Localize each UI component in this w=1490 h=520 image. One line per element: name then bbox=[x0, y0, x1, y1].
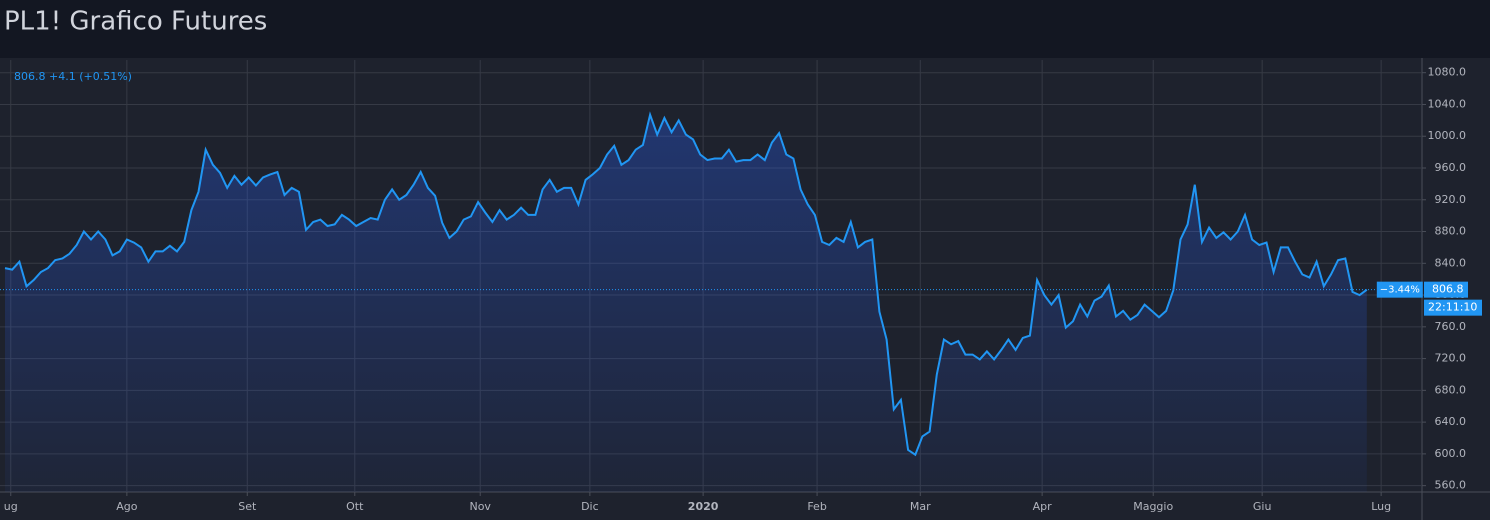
price-badge-bg bbox=[1424, 281, 1468, 298]
change-badge-bg bbox=[1376, 281, 1423, 298]
y-tick-label: 640.0 bbox=[1435, 415, 1467, 428]
x-tick-label: Feb bbox=[807, 500, 826, 513]
x-tick-label: Mar bbox=[910, 500, 931, 513]
x-tick-label: Apr bbox=[1033, 500, 1053, 513]
x-tick-label: Maggio bbox=[1133, 500, 1173, 513]
countdown: 22:11:10 bbox=[1428, 301, 1477, 314]
x-tick-label: Ott bbox=[346, 500, 364, 513]
line bbox=[4, 111, 1368, 457]
y-tick-label: 1080.0 bbox=[1428, 66, 1467, 79]
x-tick-label: Nov bbox=[469, 500, 491, 513]
y-tick-label: 840.0 bbox=[1435, 256, 1467, 269]
y-tick-label: 1000.0 bbox=[1428, 129, 1467, 142]
plot bbox=[4, 111, 1368, 492]
area bbox=[5, 114, 1367, 492]
chart-title: PL1! Grafico Futures bbox=[4, 7, 267, 37]
x-tick-label: Giu bbox=[1253, 500, 1272, 513]
countdown-bg bbox=[1424, 299, 1482, 316]
x-tick-label: Ago bbox=[116, 500, 138, 513]
x-tick-label: 2020 bbox=[688, 500, 719, 513]
x-tick-label: Dic bbox=[581, 500, 599, 513]
price-badge: 806.8 bbox=[1432, 283, 1464, 296]
y-tick-label: 960.0 bbox=[1435, 161, 1467, 174]
axes: 560.0600.0640.0680.0720.0760.0800.0840.0… bbox=[0, 66, 1482, 513]
y-tick-label: 560.0 bbox=[1435, 479, 1467, 492]
header-bar bbox=[0, 0, 1490, 58]
y-tick-label: 920.0 bbox=[1435, 193, 1467, 206]
y-tick-label: 600.0 bbox=[1435, 447, 1467, 460]
y-tick-label: 720.0 bbox=[1435, 352, 1467, 365]
change-badge: −3.44% bbox=[1380, 285, 1420, 296]
x-tick-label: Set bbox=[238, 500, 257, 513]
x-tick-label: Lug bbox=[1371, 500, 1391, 513]
y-tick-label: 880.0 bbox=[1435, 225, 1467, 238]
y-tick-label: 760.0 bbox=[1435, 320, 1467, 333]
x-tick-label: ug bbox=[4, 500, 18, 513]
legend-header: 806.8 +4.1 (+0.51%) bbox=[14, 70, 132, 83]
y-tick-label: 1040.0 bbox=[1428, 97, 1467, 110]
y-tick-label: 680.0 bbox=[1435, 383, 1467, 396]
